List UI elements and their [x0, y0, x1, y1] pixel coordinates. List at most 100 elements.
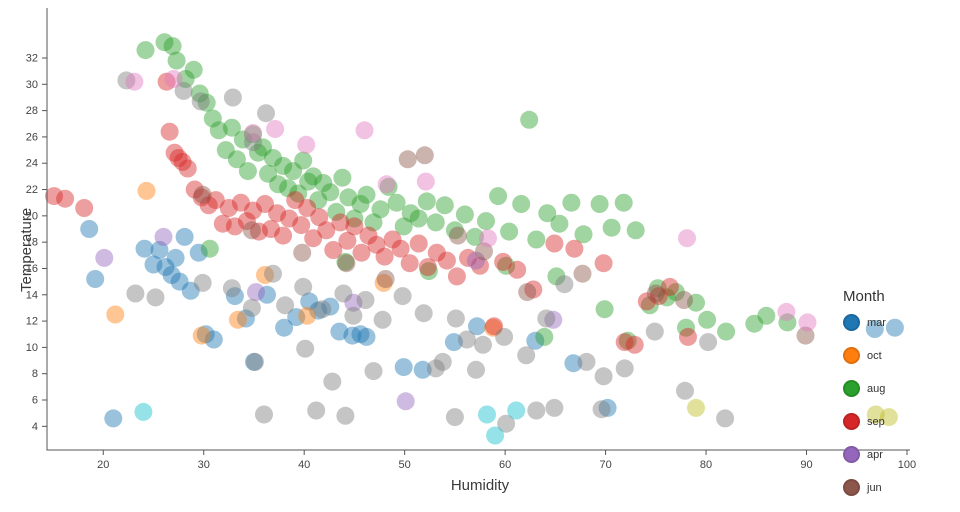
- data-point-unlabeled: [266, 120, 285, 138]
- data-point-aug: [455, 205, 474, 224]
- data-point-unlabeled: [495, 327, 514, 346]
- y-tick-label: 16: [26, 263, 38, 275]
- data-point-unlabeled: [393, 287, 412, 306]
- data-point-aug: [336, 252, 355, 271]
- data-point-unlabeled: [414, 304, 433, 323]
- data-point-aug: [419, 262, 438, 281]
- data-point-aug: [294, 151, 313, 170]
- y-axis-title: Temperature: [18, 207, 35, 292]
- data-point-unlabeled: [313, 300, 332, 319]
- data-point-sep: [345, 217, 364, 236]
- data-point-sep: [262, 220, 280, 238]
- data-point-aug: [626, 221, 645, 240]
- legend-item-mar[interactable]: mar: [843, 314, 953, 331]
- data-point-unlabeled: [866, 405, 885, 424]
- data-point-unlabeled: [592, 400, 611, 419]
- data-point-aug: [520, 110, 539, 129]
- data-point-unlabeled: [577, 352, 596, 371]
- data-point-mar: [80, 220, 99, 238]
- legend-item-sep[interactable]: sep: [843, 413, 953, 430]
- data-point-sep: [471, 256, 489, 275]
- data-point-aug: [466, 227, 484, 246]
- data-point-jun: [796, 326, 815, 345]
- data-point-aug: [364, 213, 383, 232]
- data-point-sep: [625, 335, 644, 354]
- data-point-aug: [666, 283, 685, 302]
- legend-item-jun[interactable]: jun: [843, 479, 953, 496]
- legend-item-label: oct: [867, 349, 882, 362]
- data-point-unlabeled: [164, 70, 183, 88]
- data-point-aug: [264, 149, 282, 167]
- data-point-sep: [274, 226, 293, 245]
- data-point-sep: [565, 239, 584, 258]
- data-point-aug: [394, 217, 413, 236]
- data-point-mar: [166, 248, 185, 267]
- data-point-unlabeled: [264, 264, 282, 283]
- data-point-unlabeled: [517, 346, 536, 365]
- data-point-unlabeled: [134, 402, 153, 421]
- data-point-mar: [225, 287, 244, 306]
- data-point-aug: [500, 222, 519, 241]
- legend-item-oct[interactable]: oct: [843, 347, 953, 364]
- legend-item-aug[interactable]: aug: [843, 380, 953, 397]
- data-point-aug: [778, 313, 797, 332]
- y-tick-label: 18: [26, 237, 38, 249]
- data-point-sep: [679, 327, 697, 346]
- data-point-aug: [562, 193, 581, 212]
- data-point-aug: [136, 41, 155, 60]
- data-point-unlabeled: [174, 81, 193, 100]
- data-point-mar: [343, 326, 362, 345]
- data-point-aug: [167, 51, 186, 70]
- data-point-apr: [344, 293, 363, 312]
- data-point-aug: [489, 187, 508, 206]
- data-point-sep: [338, 231, 357, 250]
- data-point-jun: [337, 254, 356, 273]
- data-point-mar: [468, 317, 486, 336]
- data-point-aug: [426, 213, 445, 232]
- data-point-unlabeled: [645, 322, 664, 341]
- data-point-aug: [274, 156, 293, 175]
- data-point-unlabeled: [699, 333, 718, 352]
- x-tick-label: 60: [499, 459, 511, 471]
- data-point-aug: [176, 70, 195, 88]
- x-tick-label: 90: [800, 459, 812, 471]
- data-point-apr: [154, 227, 173, 246]
- data-point-aug: [401, 204, 420, 223]
- data-point-unlabeled: [294, 277, 313, 296]
- data-point-unlabeled: [479, 229, 497, 248]
- data-point-unlabeled: [307, 401, 326, 420]
- data-point-mar: [258, 285, 276, 304]
- data-point-sep: [660, 277, 679, 296]
- data-point-sep: [219, 199, 238, 217]
- legend-item-apr[interactable]: apr: [843, 446, 953, 463]
- data-point-sep: [615, 333, 634, 352]
- data-point-sep: [594, 254, 613, 273]
- data-point-aug: [614, 193, 633, 212]
- data-point-aug: [200, 239, 219, 258]
- data-point-mar: [189, 243, 208, 262]
- data-point-sep: [169, 149, 188, 167]
- y-tick-label: 26: [26, 131, 38, 143]
- y-tick-label: 28: [26, 105, 38, 117]
- data-point-aug: [333, 168, 352, 187]
- data-point-unlabeled: [433, 352, 452, 371]
- data-point-unlabeled: [191, 92, 210, 111]
- data-point-sep: [56, 189, 75, 208]
- data-point-mar: [526, 331, 545, 350]
- data-point-sep: [160, 122, 179, 141]
- data-point-mar: [86, 270, 105, 288]
- data-point-unlabeled: [467, 360, 485, 379]
- data-point-sep: [459, 248, 477, 267]
- data-point-oct: [256, 266, 274, 284]
- data-point-aug: [745, 314, 764, 333]
- data-point-aug: [640, 296, 659, 315]
- y-tick-label: 4: [32, 421, 38, 433]
- data-point-sep: [400, 254, 419, 273]
- data-point-aug: [190, 84, 209, 103]
- data-point-apr: [467, 251, 485, 270]
- legend: Month mar oct aug sep apr jun: [843, 288, 953, 512]
- data-point-aug: [550, 214, 569, 233]
- data-point-aug: [379, 177, 398, 196]
- data-point-sep: [310, 208, 329, 227]
- data-point-mar: [885, 318, 904, 337]
